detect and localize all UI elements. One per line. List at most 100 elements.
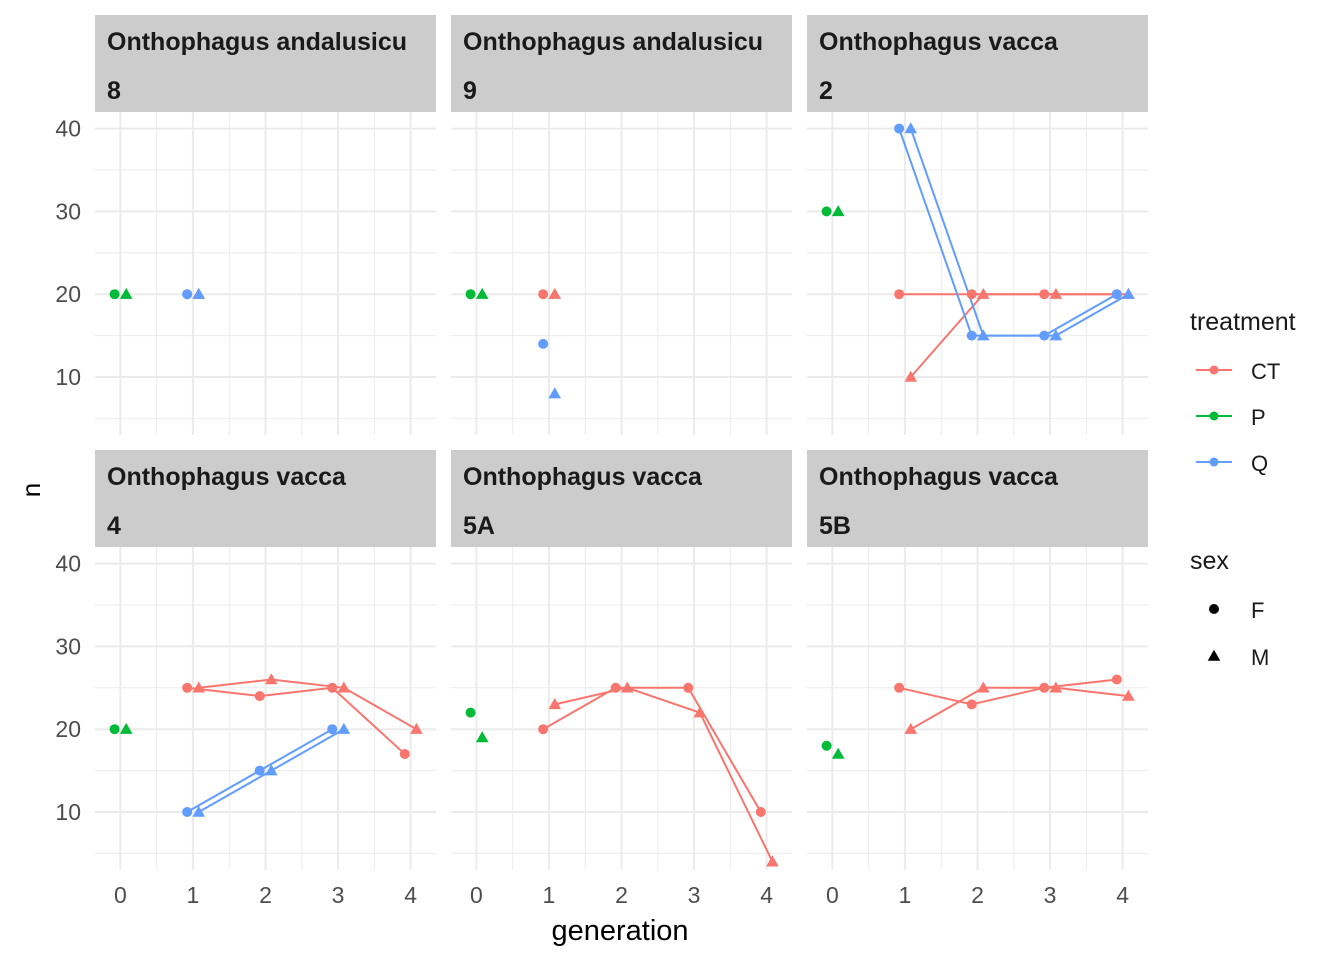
legend-label: M [1251, 645, 1269, 670]
y-tick-label: 10 [55, 364, 81, 390]
series-line-Q-M [909, 128, 1129, 337]
series-line-CT-M [554, 686, 774, 863]
data-point-Q-M [337, 722, 351, 734]
data-point-CT-M [621, 681, 634, 693]
data-point-Q-M [265, 764, 278, 776]
legend-key-shape [1207, 649, 1221, 661]
data-point-CT-F [610, 682, 621, 693]
grid [807, 112, 1148, 435]
data-point-CT-M [766, 855, 779, 867]
data-point-CT-M [693, 706, 707, 718]
x-tick-label: 2 [259, 882, 272, 908]
data-point-CT-M [1122, 689, 1135, 701]
data-point-CT-M [1049, 681, 1063, 693]
data-point-Q-F [1111, 289, 1122, 300]
data-point-CT-M [977, 681, 990, 693]
data-point-CT-M [548, 698, 562, 710]
data-point-Q-F [327, 724, 338, 735]
data-point-CT-M [192, 681, 206, 693]
legend-key-point [1209, 411, 1219, 421]
y-tick-label: 20 [55, 281, 81, 307]
data-point-Q-F [966, 330, 977, 341]
facet-strip [807, 450, 1148, 547]
facet-population-label: 8 [107, 77, 121, 105]
facet-population-label: 9 [463, 77, 477, 105]
data-point-CT-M [548, 287, 562, 299]
x-tick-label: 3 [1044, 882, 1057, 908]
data-point-CT-F [254, 691, 265, 702]
legend-label: Q [1251, 451, 1268, 476]
data-point-CT-M [904, 722, 918, 734]
legend-label: CT [1251, 359, 1280, 384]
facet-strip [451, 15, 792, 112]
y-axis-title: n [16, 483, 46, 497]
data-point-Q-M [192, 287, 206, 299]
facet-population-label: 5A [463, 512, 495, 540]
facet-panel: Onthophagus vacca 5B 0 1 2 3 4 [807, 450, 1148, 908]
facet-species-label: Onthophagus vacca [819, 463, 1059, 491]
facet-species-label: Onthophagus vacca [107, 463, 347, 491]
grid [95, 112, 436, 435]
legend-key-point [1209, 365, 1219, 375]
data-point-CT-F [894, 289, 905, 300]
x-tick-label: 0 [470, 882, 483, 908]
x-tick-label: 2 [615, 882, 628, 908]
data-point-CT-F [182, 682, 193, 693]
data-point-P-F [109, 289, 120, 300]
data-point-P-M [831, 205, 845, 217]
data-point-CT-F [399, 749, 410, 760]
data-point-CT-F [683, 682, 694, 693]
data-point-Q-F [894, 123, 905, 134]
grid [807, 547, 1148, 870]
data-point-CT-F [1039, 289, 1050, 300]
y-tick-label: 40 [55, 116, 81, 142]
legend-label: P [1251, 405, 1266, 430]
data-point-CT-F [1039, 682, 1050, 693]
facet-panel: Onthophagus vacca 5A 0 1 2 3 4 [451, 450, 792, 908]
series-line-CT-M [910, 686, 1129, 731]
facet-strip [451, 450, 792, 547]
x-tick-label: 1 [899, 882, 912, 908]
x-tick-label: 1 [187, 882, 200, 908]
x-tick-label: 3 [688, 882, 701, 908]
x-tick-label: 0 [114, 882, 127, 908]
x-tick-label: 4 [1116, 882, 1129, 908]
data-point-Q-M [548, 387, 562, 399]
data-point-CT-M [977, 287, 990, 299]
series-line-Q-F [898, 128, 1118, 337]
series-line-CT-F [898, 678, 1117, 706]
facet-population-label: 4 [107, 512, 121, 540]
facet-panel: Onthophagus andalusicu 8 10 20 30 40 [55, 15, 436, 435]
data-point-P-F [821, 206, 832, 217]
facet-strip [95, 15, 436, 112]
data-point-CT-F [1111, 674, 1122, 685]
y-tick-label: 30 [55, 633, 81, 659]
grid [451, 112, 792, 435]
data-point-CT-M [904, 370, 918, 382]
x-axis-title: generation [551, 915, 688, 947]
x-tick-label: 3 [332, 882, 345, 908]
facet-strip [95, 450, 436, 547]
data-point-P-M [475, 287, 489, 299]
facet-panel: Onthophagus andalusicu 9 [451, 15, 792, 435]
data-point-P-F [109, 724, 120, 735]
data-point-Q-M [1049, 329, 1063, 341]
facet-species-label: Onthophagus vacca [463, 463, 703, 491]
grid [95, 547, 436, 870]
facet-strip [807, 15, 1148, 112]
data-point-Q-F [538, 338, 549, 349]
data-point-CT-M [265, 673, 278, 685]
data-point-Q-M [192, 805, 206, 817]
legend-title-sex: sex [1190, 547, 1229, 575]
data-point-Q-M [977, 329, 990, 341]
legend-label: F [1251, 598, 1264, 623]
y-tick-label: 30 [55, 198, 81, 224]
data-point-P-F [465, 289, 476, 300]
data-point-CT-M [410, 722, 423, 734]
y-tick-label: 20 [55, 716, 81, 742]
data-point-Q-F [182, 289, 193, 300]
data-point-Q-F [182, 807, 193, 818]
data-point-CT-F [538, 724, 549, 735]
facet-species-label: Onthophagus vacca [819, 28, 1059, 56]
